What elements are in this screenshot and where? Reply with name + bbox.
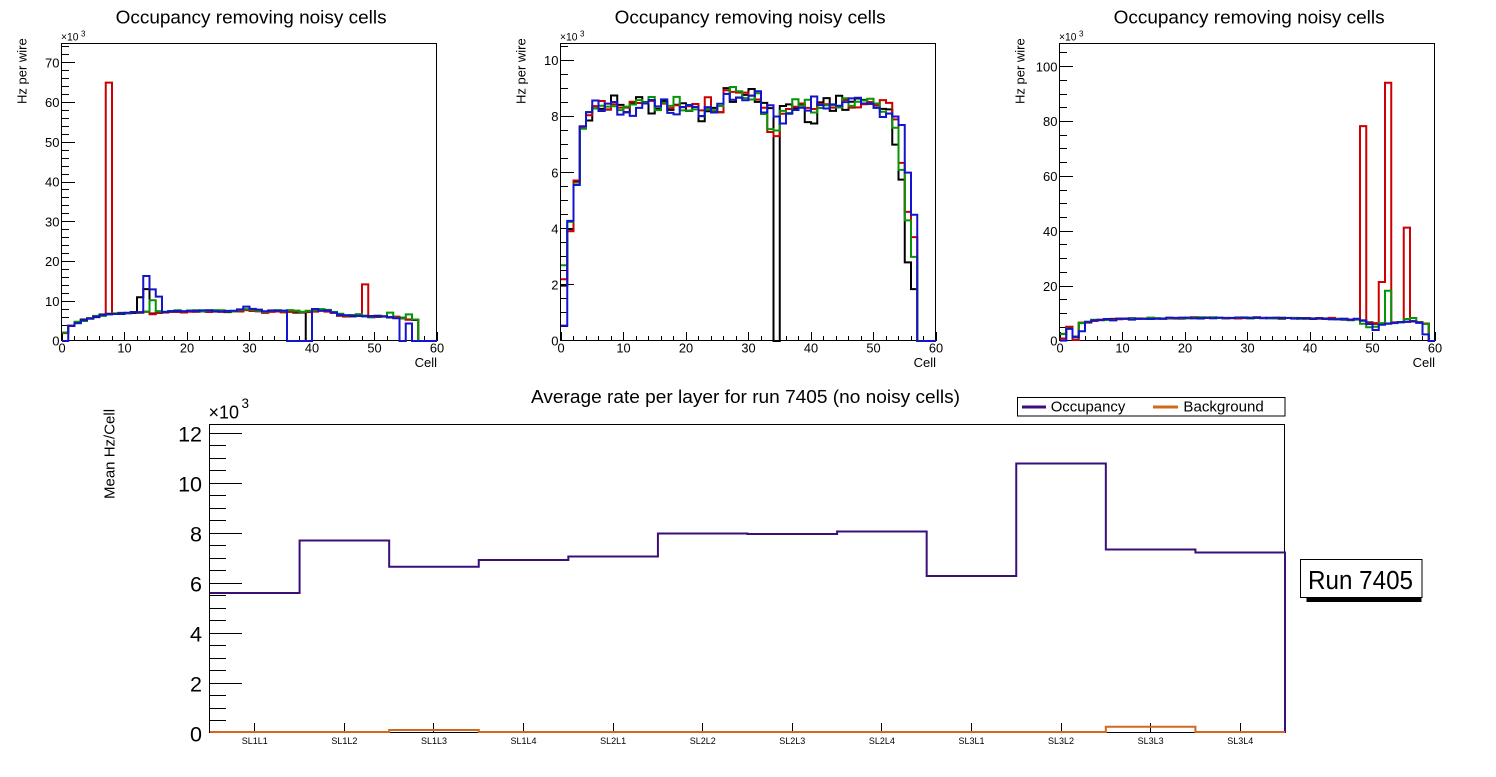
svg-text:60: 60 <box>1428 341 1442 356</box>
svg-text:×10: ×10 <box>1059 32 1077 44</box>
svg-text:30: 30 <box>45 214 59 229</box>
svg-text:×10: ×10 <box>209 402 240 423</box>
svg-text:Cell: Cell <box>415 355 438 370</box>
svg-text:SL3L3: SL3L3 <box>1138 736 1164 746</box>
svg-text:Average rate per layer for run: Average rate per layer for run 7405 (no … <box>531 387 960 407</box>
svg-text:30: 30 <box>242 341 256 356</box>
svg-text:Hz per wire: Hz per wire <box>15 38 30 104</box>
svg-text:60: 60 <box>929 341 943 356</box>
svg-text:40: 40 <box>1303 341 1317 356</box>
svg-text:SL2L2: SL2L2 <box>690 736 716 746</box>
svg-text:10: 10 <box>1115 341 1129 356</box>
svg-text:Occupancy removing noisy cells: Occupancy removing noisy cells <box>116 7 387 27</box>
svg-text:60: 60 <box>45 95 59 110</box>
svg-text:Cell: Cell <box>914 355 937 370</box>
svg-text:60: 60 <box>430 341 444 356</box>
svg-text:4: 4 <box>190 623 202 647</box>
svg-text:Run 7405: Run 7405 <box>1308 567 1413 595</box>
svg-text:0: 0 <box>1050 334 1057 349</box>
svg-text:SL3L2: SL3L2 <box>1048 736 1074 746</box>
svg-text:Hz per wire: Hz per wire <box>1013 38 1028 104</box>
svg-text:0: 0 <box>557 341 564 356</box>
svg-text:SL1L3: SL1L3 <box>421 736 447 746</box>
svg-text:8: 8 <box>190 523 202 547</box>
svg-text:10: 10 <box>45 294 59 309</box>
svg-text:SL1L2: SL1L2 <box>331 736 357 746</box>
svg-text:50: 50 <box>866 341 880 356</box>
svg-text:Background: Background <box>1183 398 1263 415</box>
svg-text:20: 20 <box>45 254 59 269</box>
svg-text:100: 100 <box>1036 59 1058 74</box>
svg-text:Cell: Cell <box>1413 355 1436 370</box>
svg-text:10: 10 <box>544 53 558 68</box>
svg-text:20: 20 <box>679 341 693 356</box>
svg-text:3: 3 <box>81 29 86 38</box>
svg-text:60: 60 <box>1043 169 1057 184</box>
svg-text:40: 40 <box>45 175 59 190</box>
svg-text:0: 0 <box>1056 341 1063 356</box>
svg-text:3: 3 <box>580 29 585 38</box>
svg-text:3: 3 <box>242 396 250 411</box>
svg-text:4: 4 <box>551 221 558 236</box>
svg-text:0: 0 <box>58 341 65 356</box>
svg-text:20: 20 <box>1178 341 1192 356</box>
svg-text:40: 40 <box>1043 224 1057 239</box>
svg-text:0: 0 <box>52 334 59 349</box>
svg-text:Occupancy removing noisy cells: Occupancy removing noisy cells <box>1114 7 1385 27</box>
svg-text:×10: ×10 <box>560 32 578 44</box>
svg-text:50: 50 <box>1365 341 1379 356</box>
svg-text:0: 0 <box>190 723 202 747</box>
svg-text:30: 30 <box>1240 341 1254 356</box>
svg-text:SL2L3: SL2L3 <box>779 736 805 746</box>
svg-text:10: 10 <box>117 341 131 356</box>
svg-text:SL1L1: SL1L1 <box>242 736 268 746</box>
svg-text:2: 2 <box>190 673 202 697</box>
svg-text:SL2L1: SL2L1 <box>600 736 626 746</box>
svg-text:3: 3 <box>1079 29 1084 38</box>
svg-text:10: 10 <box>616 341 630 356</box>
svg-text:40: 40 <box>804 341 818 356</box>
svg-text:20: 20 <box>1043 279 1057 294</box>
svg-text:70: 70 <box>45 55 59 70</box>
svg-text:50: 50 <box>367 341 381 356</box>
svg-text:6: 6 <box>190 573 202 597</box>
svg-text:Hz per wire: Hz per wire <box>514 38 529 104</box>
svg-text:12: 12 <box>178 423 202 447</box>
svg-text:SL1L4: SL1L4 <box>511 736 537 746</box>
svg-text:10: 10 <box>178 473 202 497</box>
svg-text:8: 8 <box>551 109 558 124</box>
svg-text:50: 50 <box>45 135 59 150</box>
svg-text:SL3L1: SL3L1 <box>958 736 984 746</box>
svg-text:2: 2 <box>551 278 558 293</box>
svg-text:SL3L4: SL3L4 <box>1227 736 1253 746</box>
svg-text:0: 0 <box>551 334 558 349</box>
svg-text:SL2L4: SL2L4 <box>869 736 895 746</box>
svg-text:20: 20 <box>180 341 194 356</box>
svg-text:40: 40 <box>305 341 319 356</box>
svg-text:Occupancy removing noisy cells: Occupancy removing noisy cells <box>615 7 886 27</box>
svg-text:6: 6 <box>551 165 558 180</box>
svg-text:Mean Hz/Cell: Mean Hz/Cell <box>102 409 119 499</box>
svg-text:30: 30 <box>741 341 755 356</box>
svg-text:Occupancy: Occupancy <box>1051 398 1126 415</box>
svg-text:80: 80 <box>1043 114 1057 129</box>
svg-text:×10: ×10 <box>61 32 79 44</box>
